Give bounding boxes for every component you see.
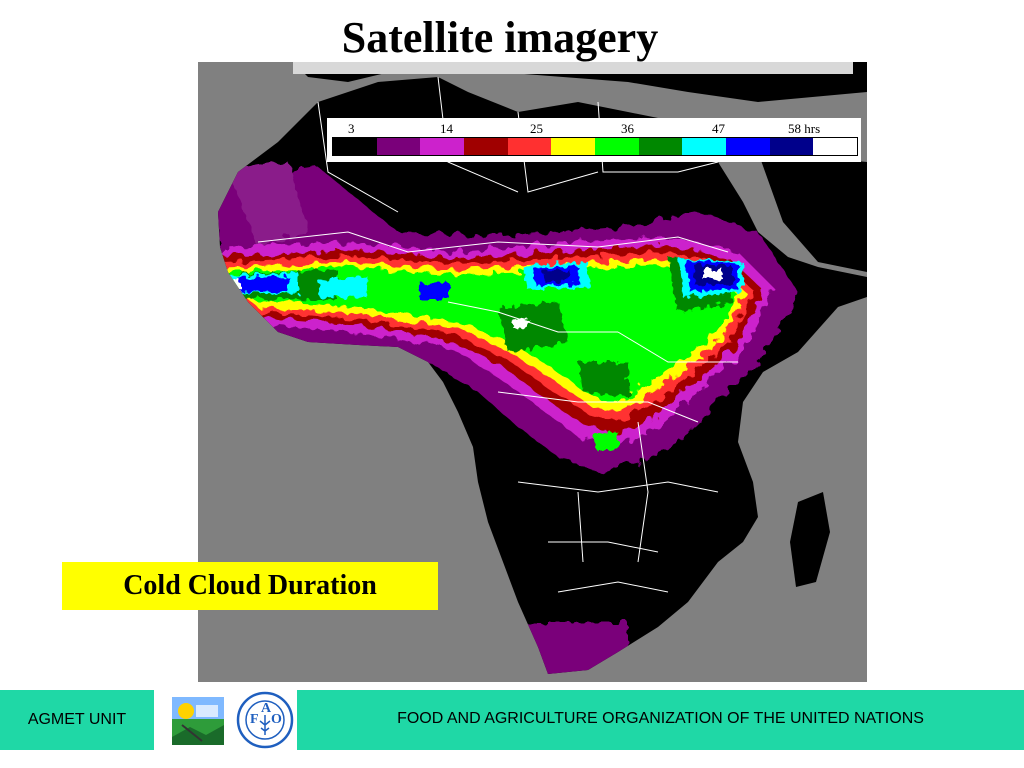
legend-tick: 58 hrs <box>788 121 821 136</box>
color-legend: 3 14 25 36 47 58 hrs <box>327 118 861 162</box>
legend-swatch <box>420 138 465 155</box>
legend-swatch <box>333 138 377 155</box>
satellite-map <box>198 62 867 682</box>
legend-swatch <box>595 138 639 155</box>
madagascar-land <box>790 492 830 587</box>
slide-title: Satellite imagery <box>341 13 659 62</box>
agmet-unit-text: AGMET UNIT <box>27 711 127 728</box>
legend-swatch <box>638 138 683 155</box>
legend-swatch <box>507 138 552 155</box>
legend-tick: 3 <box>348 121 355 136</box>
legend-tick: 14 <box>440 121 453 136</box>
fao-letter-o: O <box>271 712 282 727</box>
org-name-text: FOOD AND AGRICULTURE ORGANIZATION OF THE… <box>397 710 924 727</box>
legend-tick: 36 <box>621 121 634 136</box>
agmet-logo-icon <box>172 697 224 745</box>
legend-swatch <box>769 138 814 155</box>
fao-letter-f: F <box>250 712 259 727</box>
legend-color-bar <box>332 137 858 156</box>
legend-tick: 47 <box>712 121 725 136</box>
arabia-land <box>758 152 867 272</box>
legend-swatch <box>813 138 858 155</box>
org-name-banner: FOOD AND AGRICULTURE ORGANIZATION OF THE… <box>297 690 1024 750</box>
legend-swatch <box>551 138 596 155</box>
legend-tick: 25 <box>530 121 543 136</box>
fao-letter-a: A <box>261 701 272 716</box>
africa-ccd-map <box>218 62 867 674</box>
legend-swatch <box>376 138 421 155</box>
legend-ticks: 3 14 25 36 47 58 hrs <box>328 121 860 136</box>
cloud-strip <box>293 62 853 74</box>
agmet-unit-label: AGMET UNIT <box>0 690 154 750</box>
caption-label: Cold Cloud Duration <box>62 562 438 610</box>
fao-logo-icon: F A O <box>236 691 294 749</box>
legend-swatch <box>464 138 508 155</box>
legend-swatch <box>682 138 727 155</box>
legend-swatch <box>726 138 770 155</box>
